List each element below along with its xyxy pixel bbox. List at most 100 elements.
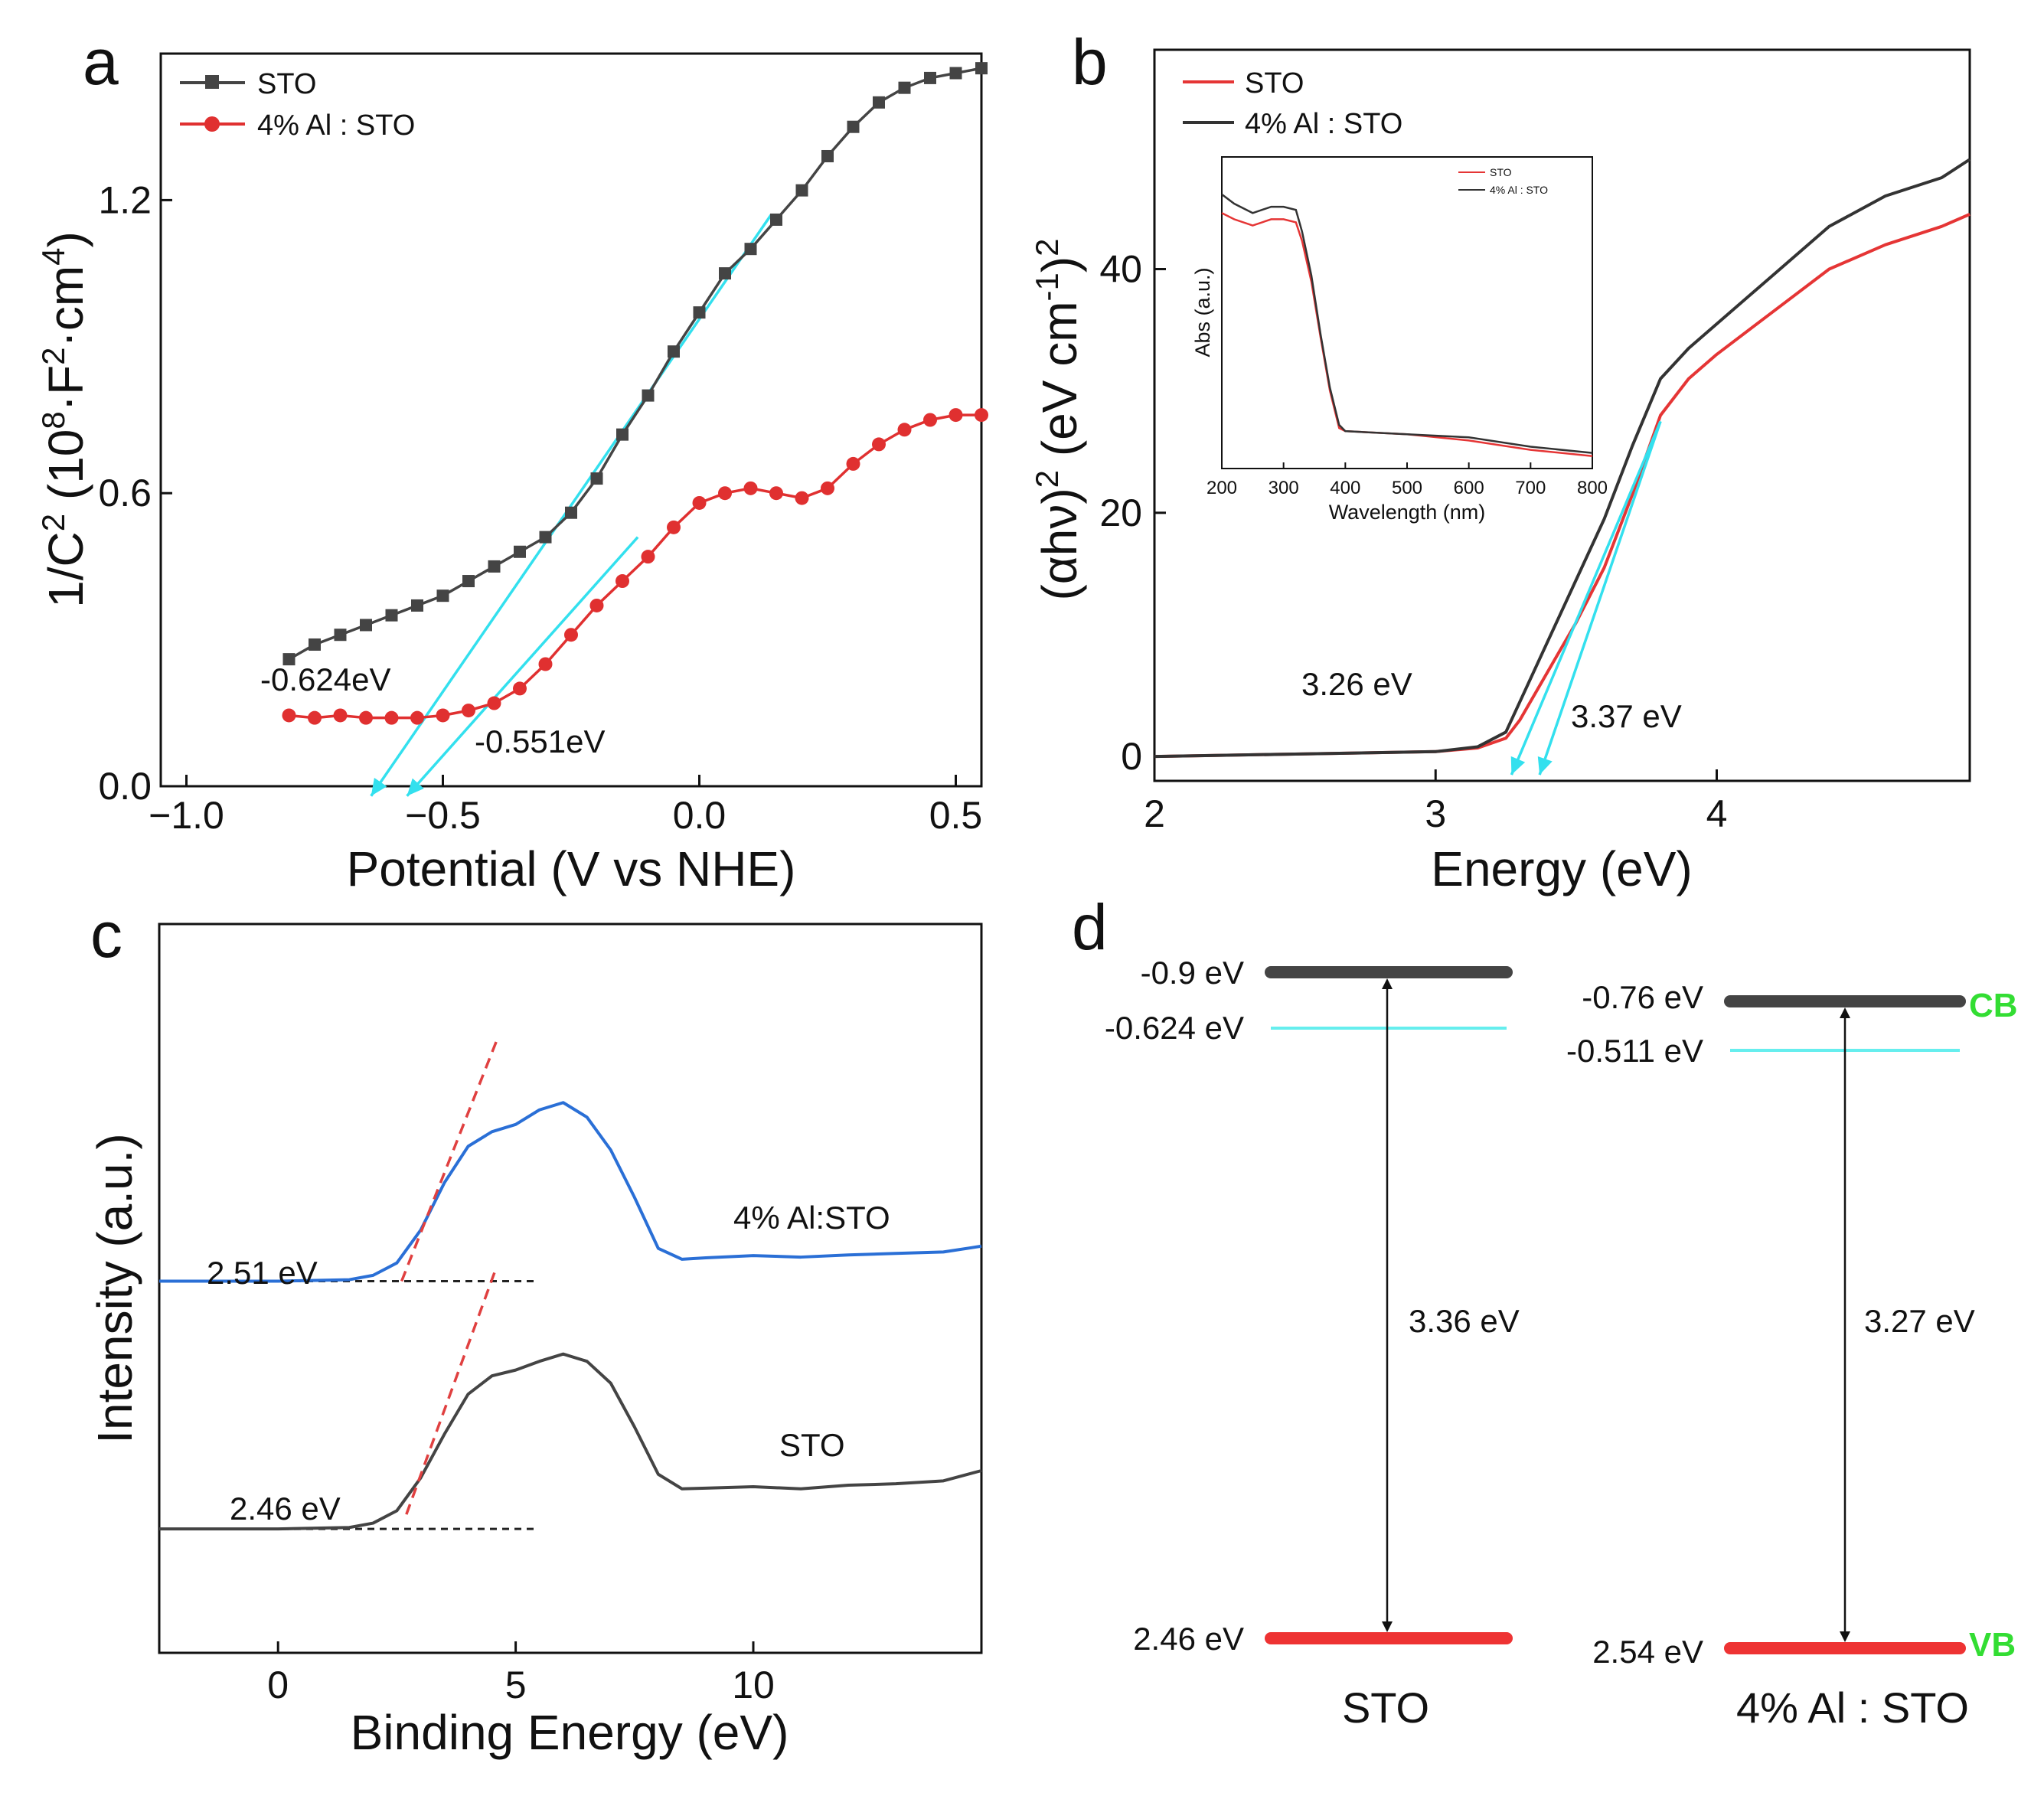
inset-series <box>1221 193 1593 457</box>
inset-x-tick-label: 700 <box>1515 478 1546 498</box>
sto-vb-label: 2.46 eV <box>1133 1621 1244 1657</box>
legend-a: STO 4% Al : STO <box>180 68 415 142</box>
data-point-sto-a <box>975 62 988 75</box>
y-tick-label-a: 0.0 <box>98 765 152 808</box>
data-point-sto-a <box>436 589 449 602</box>
annotation-0551: -0.551eV <box>475 723 605 759</box>
data-point-sto-a <box>719 267 731 280</box>
data-point-sto-a <box>334 629 347 642</box>
fit-lines-c <box>400 1040 498 1515</box>
annotation-326: 3.26 eV <box>1301 666 1412 702</box>
fit-arrowhead-b <box>1510 756 1526 776</box>
series-b <box>1154 158 1971 759</box>
data-point-al-a <box>487 696 501 710</box>
data-point-al-a <box>282 708 296 723</box>
data-point-sto-a <box>309 638 321 651</box>
y-tick-label-a: 0.6 <box>98 472 152 514</box>
data-point-sto-a <box>744 243 757 256</box>
al-vb-label: 2.54 eV <box>1592 1634 1703 1670</box>
panel-letter-c: c <box>90 899 122 971</box>
data-point-al-a <box>513 681 527 696</box>
annotation-251: 2.51 eV <box>207 1255 318 1291</box>
data-point-al-a <box>821 481 834 495</box>
fit-lines-a <box>370 214 772 797</box>
series-c <box>159 1101 982 1531</box>
x-tick-label-c: 0 <box>267 1664 289 1706</box>
annotation-246: 2.46 eV <box>230 1491 341 1527</box>
data-point-al-a <box>333 708 348 723</box>
al-gap-label: 3.27 eV <box>1864 1303 1975 1339</box>
x-tick-label-a: 0.5 <box>929 794 983 837</box>
data-point-sto-a <box>411 599 423 612</box>
legend-label-sto-b: STO <box>1245 67 1304 100</box>
cb-band-label: CB <box>1969 987 2018 1024</box>
data-point-al-a <box>949 408 963 423</box>
data-point-al-a <box>846 456 860 471</box>
fit-arrowhead-a <box>371 777 387 796</box>
data-point-sto-a <box>693 306 706 319</box>
fit-line-c <box>405 1265 498 1515</box>
inset-abs: 200 300 400 500 600 700 800 STO 4% Al : STO Wa… <box>1191 156 1608 524</box>
data-point-al-a <box>923 413 937 427</box>
data-point-sto-a <box>385 609 398 622</box>
data-point-al-a <box>667 520 681 534</box>
data-point-sto-a <box>847 120 860 133</box>
data-point-sto-a <box>590 472 603 485</box>
annotation-0624: -0.624eV <box>260 661 390 697</box>
inset-x-tick-label: 200 <box>1206 478 1237 498</box>
legend-label-al: 4% Al : STO <box>257 109 415 142</box>
panel-letter-b: b <box>1072 26 1108 98</box>
series-line-c <box>159 1101 982 1283</box>
data-point-al-a <box>897 423 912 437</box>
x-tick-label-b: 2 <box>1144 792 1165 835</box>
axis-ticks-a: −1.0 −0.5 0.0 0.5 0.0 0.6 1.2 <box>98 178 982 837</box>
x-tick-label-c: 10 <box>732 1664 775 1706</box>
fit-lines-b <box>1510 420 1662 776</box>
plot-frame-c <box>158 922 983 1654</box>
data-point-sto-a <box>642 389 655 402</box>
fit-line-b <box>1510 420 1662 776</box>
panel-letter-d: d <box>1072 891 1108 963</box>
data-point-al-a <box>462 704 475 718</box>
data-point-al-a <box>615 574 629 589</box>
data-point-sto-a <box>282 653 295 666</box>
data-point-sto-a <box>898 81 911 94</box>
data-point-al-a <box>641 550 655 564</box>
data-point-sto-a <box>616 428 629 441</box>
legend-b: STO 4% Al : STO <box>1183 67 1402 140</box>
fit-arrowhead-b <box>1537 756 1553 776</box>
inset-ticks: 200 300 400 500 600 700 800 <box>1206 462 1608 498</box>
series-label-al: 4% Al:STO <box>733 1200 890 1236</box>
fit-line-b <box>1538 420 1662 776</box>
series-line-c <box>159 1352 982 1531</box>
plot-frame-b <box>1153 48 1971 782</box>
inset-x-tick-label: 600 <box>1454 478 1484 498</box>
data-point-al-a <box>795 491 809 505</box>
x-tick-label-a: −0.5 <box>405 794 481 837</box>
data-point-sto-a <box>949 67 962 80</box>
x-axis-label-b: Energy (eV) <box>1431 841 1692 896</box>
data-point-sto-a <box>539 531 552 544</box>
sto-gap-label: 3.36 eV <box>1409 1303 1520 1339</box>
data-point-al-a <box>359 710 373 725</box>
data-point-al-a <box>718 486 732 501</box>
annotation-337: 3.37 eV <box>1571 698 1682 734</box>
data-point-al-a <box>436 708 450 723</box>
series-line-a <box>289 413 981 720</box>
panel-c: c 0 5 10 2.51 eV 2.46 eV 4% Al:STO STO Bin… <box>87 899 983 1760</box>
data-point-al-a <box>769 486 783 501</box>
axis-ticks-c: 0 5 10 <box>267 1641 775 1706</box>
data-point-al-a <box>743 481 758 495</box>
x-tick-label-b: 3 <box>1425 792 1446 835</box>
al-flatband-label: -0.511 eV <box>1566 1033 1703 1069</box>
legend-label-al-b: 4% Al : STO <box>1245 108 1402 140</box>
inset-x-tick-label: 800 <box>1577 478 1608 498</box>
inset-x-tick-label: 300 <box>1269 478 1299 498</box>
data-point-al-a <box>589 598 604 612</box>
data-point-sto-a <box>668 345 680 358</box>
al-cb-label: -0.76 eV <box>1582 979 1703 1015</box>
sto-cb-label: -0.9 eV <box>1141 955 1244 991</box>
data-point-sto-a <box>795 184 808 197</box>
